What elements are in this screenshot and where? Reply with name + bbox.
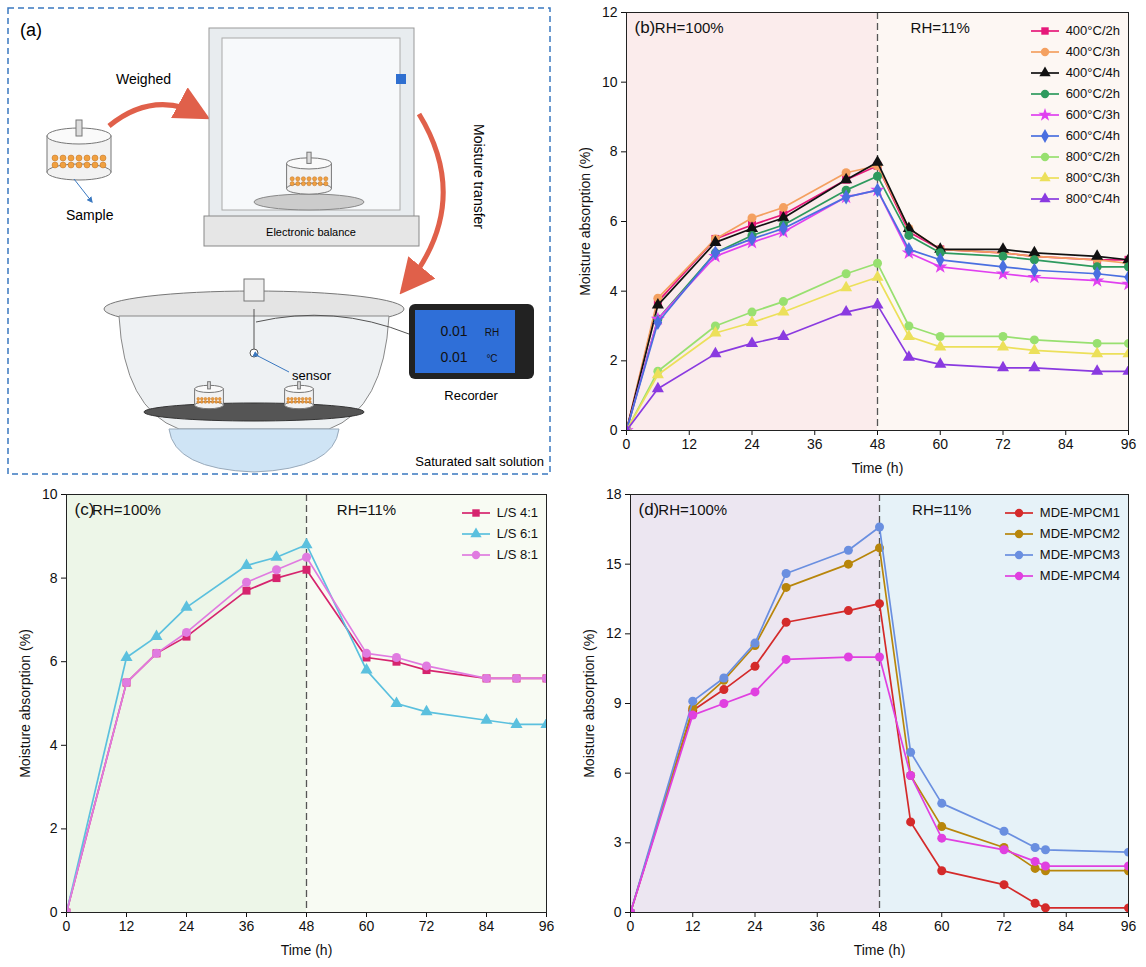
svg-text:Moisture absorption (%): Moisture absorption (%): [581, 629, 597, 778]
svg-text:RH=100%: RH=100%: [658, 501, 727, 518]
svg-text:Electronic balance: Electronic balance: [266, 226, 356, 238]
html-text:L/S 8:1: L/S 8:1: [496, 547, 538, 562]
svg-text:12: 12: [119, 918, 135, 934]
svg-text:96: 96: [1121, 436, 1137, 452]
html-text:400°C/4h: 400°C/4h: [1065, 65, 1120, 80]
svg-text:12: 12: [602, 4, 618, 20]
svg-text:60: 60: [932, 436, 948, 452]
svg-text:72: 72: [995, 436, 1011, 452]
svg-text:sensor: sensor: [292, 368, 332, 383]
svg-text:3: 3: [614, 834, 622, 850]
svg-text:RH=11%: RH=11%: [337, 501, 396, 518]
svg-text:0: 0: [623, 436, 631, 452]
svg-text:Time (h): Time (h): [281, 942, 333, 958]
svg-text:(b): (b): [635, 18, 656, 37]
svg-text:Sample: Sample: [66, 207, 114, 223]
svg-text:2: 2: [610, 352, 618, 368]
svg-text:0: 0: [610, 422, 618, 438]
html-text:600°C/2h: 600°C/2h: [1065, 86, 1120, 101]
svg-text:84: 84: [479, 918, 495, 934]
svg-text:24: 24: [179, 918, 195, 934]
svg-text:15: 15: [606, 556, 622, 572]
html-text:600°C/4h: 600°C/4h: [1065, 128, 1120, 143]
svg-text:Moisture transfer: Moisture transfer: [471, 124, 487, 229]
html-text:L/S 6:1: L/S 6:1: [496, 526, 538, 541]
svg-text:10: 10: [602, 74, 618, 90]
svg-text:0.01: 0.01: [440, 349, 467, 365]
html-text:MDE-MPCM3: MDE-MPCM3: [1039, 547, 1120, 562]
svg-text:96: 96: [539, 918, 555, 934]
svg-text:4: 4: [50, 737, 58, 753]
svg-text:12: 12: [606, 625, 622, 641]
svg-text:Moisture absorption (%): Moisture absorption (%): [17, 629, 33, 778]
svg-text:72: 72: [419, 918, 435, 934]
svg-text:Saturated salt solution: Saturated salt solution: [415, 454, 544, 469]
html-text:MDE-MPCM1: MDE-MPCM1: [1039, 505, 1120, 520]
svg-text:96: 96: [1121, 918, 1137, 934]
html-text:MDE-MPCM4: MDE-MPCM4: [1039, 568, 1120, 583]
svg-text:0: 0: [614, 904, 622, 920]
svg-text:12: 12: [681, 436, 697, 452]
svg-text:60: 60: [934, 918, 950, 934]
svg-text:RH=11%: RH=11%: [911, 19, 970, 36]
svg-text:RH=100%: RH=100%: [655, 19, 724, 36]
svg-text:4: 4: [610, 283, 618, 299]
svg-text:72: 72: [996, 918, 1012, 934]
svg-text:0: 0: [63, 918, 71, 934]
svg-text:Time (h): Time (h): [854, 942, 906, 958]
svg-text:RH=11%: RH=11%: [912, 501, 971, 518]
svg-text:36: 36: [239, 918, 255, 934]
svg-text:Moisture absorption (%): Moisture absorption (%): [577, 147, 593, 296]
svg-text:6: 6: [614, 765, 622, 781]
svg-text:18: 18: [606, 486, 622, 502]
svg-text:8: 8: [50, 570, 58, 586]
svg-text:°C: °C: [486, 353, 497, 364]
svg-text:84: 84: [1058, 918, 1074, 934]
svg-text:Weighed: Weighed: [116, 71, 171, 87]
svg-text:RH: RH: [485, 327, 499, 338]
svg-text:24: 24: [747, 918, 763, 934]
html-text:800°C/4h: 800°C/4h: [1065, 191, 1120, 206]
svg-text:0: 0: [627, 918, 635, 934]
svg-text:36: 36: [809, 918, 825, 934]
svg-text:10: 10: [42, 486, 58, 502]
svg-text:48: 48: [299, 918, 315, 934]
html-text:400°C/3h: 400°C/3h: [1065, 44, 1120, 59]
svg-text:24: 24: [744, 436, 760, 452]
svg-text:Recorder: Recorder: [444, 388, 498, 403]
svg-text:0: 0: [50, 904, 58, 920]
svg-text:8: 8: [610, 143, 618, 159]
html-text:800°C/2h: 800°C/2h: [1065, 149, 1120, 164]
svg-text:48: 48: [872, 918, 888, 934]
html-text:600°C/3h: 600°C/3h: [1065, 107, 1120, 122]
svg-text:6: 6: [50, 653, 58, 669]
svg-text:12: 12: [685, 918, 701, 934]
html-text:L/S 4:1: L/S 4:1: [496, 505, 538, 520]
html-text:800°C/3h: 800°C/3h: [1065, 170, 1120, 185]
svg-text:(d): (d): [639, 500, 660, 519]
svg-text:36: 36: [807, 436, 823, 452]
svg-text:48: 48: [870, 436, 886, 452]
svg-text:9: 9: [614, 695, 622, 711]
svg-text:0.01: 0.01: [440, 323, 467, 339]
html-text:MDE-MPCM2: MDE-MPCM2: [1039, 526, 1120, 541]
svg-text:84: 84: [1058, 436, 1074, 452]
svg-text:RH=100%: RH=100%: [92, 501, 161, 518]
svg-text:Time (h): Time (h): [852, 460, 904, 476]
svg-text:2: 2: [50, 820, 58, 836]
svg-text:(c): (c): [75, 500, 95, 519]
svg-text:6: 6: [610, 213, 618, 229]
html-text:400°C/2h: 400°C/2h: [1065, 23, 1120, 38]
svg-text:60: 60: [359, 918, 375, 934]
svg-text:(a): (a): [20, 20, 42, 40]
